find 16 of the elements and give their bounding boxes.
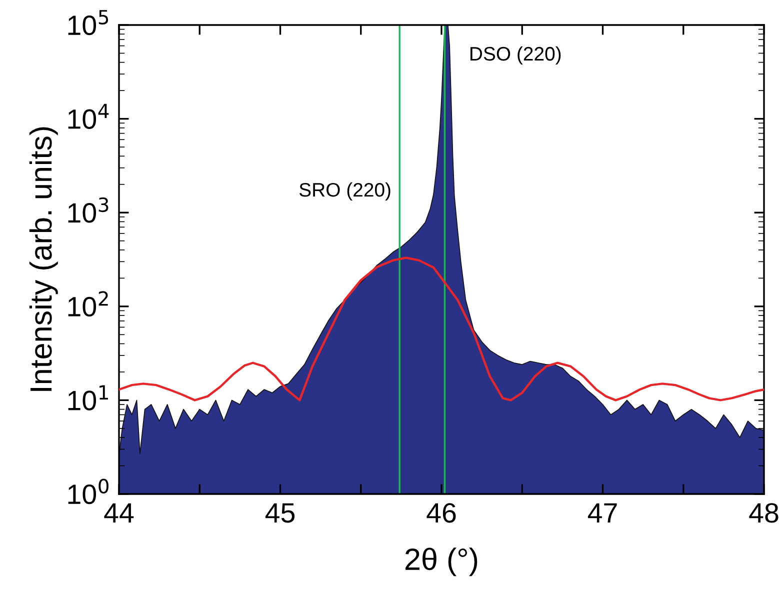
y-tick-label: 10$^{5}$ xyxy=(68,10,108,36)
y-tick-label: 10$^{0}$ xyxy=(68,478,108,504)
x-tick-label: 44 xyxy=(104,503,134,522)
x-tick-label: 46 xyxy=(426,503,456,523)
y-tick-label: 10$^{3}$ xyxy=(68,197,108,223)
y-axis-title: Intensity (arb. units) xyxy=(29,127,58,391)
y-tick-label: 10$^{1}$ xyxy=(68,385,108,410)
x-tick-label: 47 xyxy=(588,503,617,522)
x-tick-label: 45 xyxy=(265,503,295,523)
line-series xyxy=(119,256,764,402)
y-tick-label: 10$^{2}$ xyxy=(68,291,108,317)
ref-line-label: SRO (220) xyxy=(299,182,390,201)
y-tick-label: 10$^{4}$ xyxy=(68,104,109,129)
x-axis-title: 2θ (°) xyxy=(406,548,478,576)
ref-line-label: DSO (220) xyxy=(470,46,561,65)
x-tick-label: 48 xyxy=(749,503,778,523)
